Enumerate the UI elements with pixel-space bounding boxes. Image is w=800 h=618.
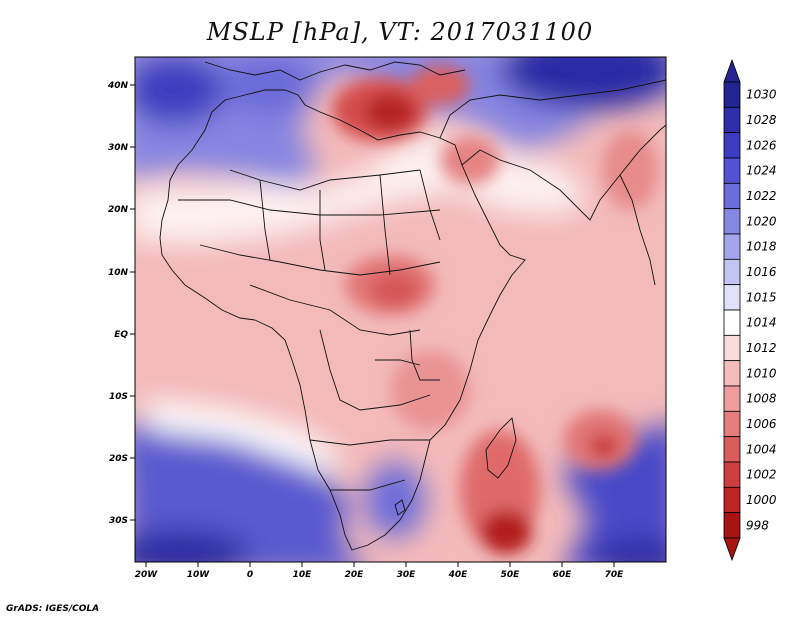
africa-coastline [159, 89, 526, 551]
x-label: 20W [135, 570, 159, 580]
y-label: 30N [108, 143, 129, 153]
colorbar-swatch [723, 385, 741, 412]
middle-east-border [439, 79, 666, 139]
arabia-low [440, 135, 500, 185]
indian-ocean-high-core [590, 540, 666, 562]
y-label: 10N [108, 268, 129, 278]
india-low [602, 130, 658, 210]
colorbar-label: 1020 [746, 214, 777, 228]
colorbar-swatch [723, 258, 741, 286]
colorbar-swatch [723, 360, 741, 387]
y-label: 20N [108, 205, 129, 215]
y-label: EQ [114, 330, 128, 340]
plot-title: MSLP [hPa], VT: 2017031100 [206, 18, 594, 46]
colorbar-swatch [723, 233, 741, 260]
colorbar-swatch [723, 461, 741, 488]
footer-credit: GrADS: IGES/COLA [6, 604, 100, 614]
mascarene-low-core [590, 434, 618, 458]
colorbar-swatch [723, 436, 741, 463]
colorbar-label: 1004 [746, 442, 777, 456]
y-axis-labels: 40N 30N 20N 10N EQ 10S 20S 30S [107, 81, 129, 526]
x-axis-labels: 20W 10W 0 10E 20E 30E 40E 50E 60E 70E [135, 570, 624, 580]
x-label: 50E [501, 570, 521, 580]
colorbar-swatch [723, 410, 741, 438]
colorbar-label: 1008 [746, 392, 777, 406]
x-label: 60E [553, 570, 573, 580]
y-label: 40N [107, 81, 129, 91]
sahel-border-1 [178, 199, 441, 216]
colorbar-swatch [723, 182, 741, 210]
x-label: 10E [293, 570, 313, 580]
colorbar: 1030 1028 1026 1024 1022 1020 1018 1016 1015 1014… [723, 58, 777, 562]
colorbar-label: 1000 [746, 493, 777, 507]
central-border-1 [249, 284, 421, 336]
colorbar-swatch [723, 284, 741, 311]
south-atlantic-high-core [135, 530, 250, 562]
x-label: 0 [247, 570, 253, 580]
colorbar-label: 1014 [746, 316, 777, 330]
colorbar-swatch [723, 309, 741, 336]
india-coast [619, 174, 656, 286]
colorbar-swatch [723, 486, 741, 514]
south-ring-west [145, 400, 340, 475]
north-border-1 [229, 169, 421, 191]
colorbar-label: 1010 [746, 366, 777, 380]
lakes-border [375, 329, 440, 381]
sahel-border-2 [199, 244, 441, 276]
x-label: 10W [187, 570, 211, 580]
europe-coast [204, 61, 466, 81]
south-atlantic-high [135, 421, 359, 562]
atlantic-high-core [135, 57, 225, 125]
south-africa-high [365, 462, 425, 538]
colorbar-label: 1026 [746, 138, 777, 152]
colorbar-label: 1016 [746, 265, 777, 279]
boundaries [159, 61, 666, 551]
colorbar-label: 998 [746, 518, 769, 532]
x-label: 20E [345, 570, 365, 580]
x-label: 40E [448, 570, 469, 580]
colorbar-label: 1024 [746, 164, 777, 178]
colorbar-label: 1022 [746, 189, 777, 203]
colorbar-swatch [723, 81, 741, 108]
anatolia-low [410, 65, 470, 105]
colorbar-swatch [723, 106, 741, 134]
colorbar-label: 1028 [746, 113, 777, 127]
colorbar-label: 1012 [746, 341, 777, 355]
colorbar-swatch [723, 334, 741, 362]
madagascar-low-core [480, 510, 532, 554]
east-africa-low [390, 350, 470, 430]
lesotho-outline [394, 499, 406, 516]
colorbar-swatch [723, 157, 741, 184]
asia-high-core [500, 57, 666, 110]
central-border-2 [319, 329, 431, 411]
colorbar-swatch [723, 512, 741, 539]
y-label: 10S [109, 392, 128, 402]
colorbar-label: 1015 [746, 290, 777, 304]
map-frame [134, 56, 667, 563]
central-africa-low-core [370, 272, 420, 308]
colorbar-swatch [723, 132, 741, 159]
iberia-high [225, 57, 315, 115]
y-label: 20S [109, 454, 128, 464]
colorbar-label: 1006 [746, 417, 777, 431]
colorbar-max-arrow [723, 58, 741, 83]
colorbar-label: 1002 [746, 468, 777, 482]
x-label: 30E [397, 570, 417, 580]
colorbar-label: 1018 [746, 240, 777, 254]
colorbar-label: 1030 [746, 88, 777, 102]
arabia-india-coast [461, 124, 666, 221]
pressure-field [135, 57, 666, 562]
madagascar-outline [485, 417, 517, 479]
colorbar-min-arrow [723, 537, 741, 562]
mediterranean-low-core [365, 94, 415, 130]
ticks [130, 84, 615, 567]
x-label: 70E [605, 570, 625, 580]
north-border-2 [259, 169, 441, 276]
south-border [309, 439, 430, 491]
y-label: 30S [109, 516, 128, 526]
colorbar-swatch [723, 208, 741, 235]
